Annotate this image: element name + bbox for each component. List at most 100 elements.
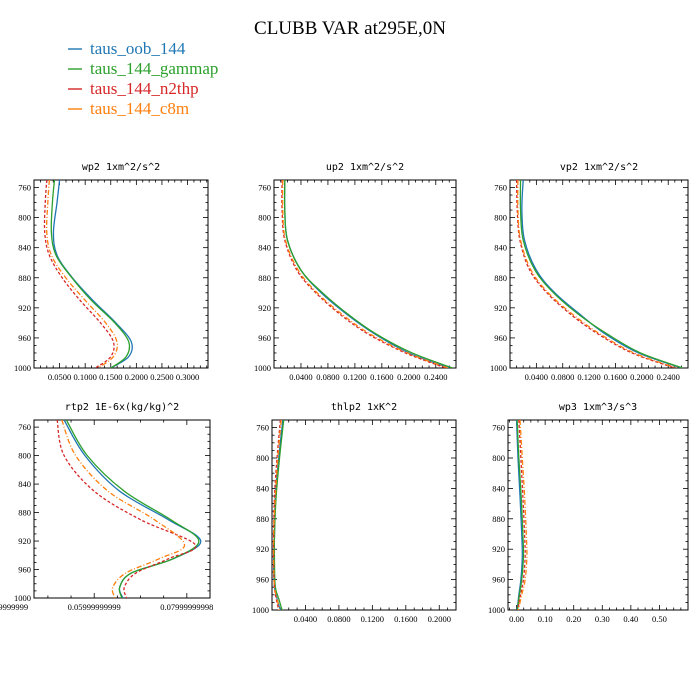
x-tick-label: 0.1600: [394, 614, 417, 624]
x-tick-label: 0.1600: [370, 372, 393, 382]
x-tick-label: 0.2000: [428, 614, 451, 624]
y-tick-label: 920: [18, 536, 31, 546]
panel-title: vp2 1xm^2/s^2: [560, 162, 638, 173]
x-tick-label: 0.2400: [657, 372, 680, 382]
series-line: [515, 180, 676, 368]
y-tick-label: 960: [492, 575, 505, 585]
y-tick-label: 960: [18, 565, 31, 575]
y-tick-label: 880: [18, 508, 31, 518]
panel-title: wp2 1xm^2/s^2: [82, 162, 160, 173]
legend-entry: taus_144_gammap: [90, 59, 218, 78]
y-tick-label: 840: [256, 483, 269, 493]
x-tick-label: 0.0400: [294, 614, 317, 624]
y-tick-label: 920: [492, 544, 505, 554]
series-line: [517, 420, 528, 610]
series-line: [50, 180, 131, 368]
y-tick-label: 960: [494, 333, 507, 343]
y-tick-label: 880: [492, 514, 505, 524]
series-line: [283, 180, 450, 368]
x-tick-label: 0.2000: [125, 372, 148, 382]
series-line: [517, 180, 678, 368]
y-tick-label: 800: [494, 213, 507, 223]
chart-panel: wp3 1xm^3/s^3 760 800 840 880 920 960 1000 0.00 0…: [488, 402, 689, 624]
x-tick-label: 0.0400: [525, 372, 548, 382]
chart-panel: rtp2 1E-6x(kg/kg)^2 760 800 840 880 920 960 100…: [0, 402, 213, 612]
y-tick-label: 920: [18, 303, 31, 313]
legend-entry: taus_oob_144: [90, 39, 186, 58]
chart-panel: wp2 1xm^2/s^2 760 800 840 880 920 960 1000 0.050…: [14, 162, 209, 382]
y-tick-label: 1000: [252, 605, 269, 615]
x-tick-label: 0.1500: [99, 372, 122, 382]
legend-entry: taus_144_n2thp: [90, 79, 199, 98]
figure-title: CLUBB VAR at295E,0N: [254, 18, 446, 39]
series-line: [517, 420, 526, 610]
panel-title: wp3 1xm^3/s^3: [559, 402, 637, 413]
x-tick-label: 0.1200: [343, 372, 366, 382]
chart-panel: vp2 1xm^2/s^2 760 800 840 880 920 960 1000 0.040…: [490, 162, 689, 382]
series-line: [521, 180, 682, 368]
y-tick-label: 880: [256, 514, 269, 524]
x-tick-label: 0.07999999998: [160, 602, 213, 612]
x-tick-label: 0.3000: [176, 372, 199, 382]
x-tick-label: 0.0800: [316, 372, 339, 382]
y-tick-label: 1000: [14, 363, 31, 373]
y-tick-label: 800: [258, 213, 271, 223]
series-line: [56, 420, 197, 598]
legend-entry: taus_144_c8m: [90, 99, 189, 118]
y-tick-label: 920: [494, 303, 507, 313]
series-line: [63, 420, 202, 598]
y-tick-label: 840: [258, 243, 271, 253]
y-tick-label: 1000: [14, 593, 31, 603]
panels: wp2 1xm^2/s^2 760 800 840 880 920 960 1000 0.050…: [0, 162, 689, 624]
y-tick-label: 1000: [490, 363, 507, 373]
series-line: [516, 420, 525, 610]
series-line: [43, 180, 115, 368]
y-tick-label: 760: [494, 183, 507, 193]
y-tick-label: 840: [18, 479, 31, 489]
x-tick-label: 0.2000: [397, 372, 420, 382]
panel-title: up2 1xm^2/s^2: [326, 162, 404, 173]
y-tick-label: 840: [492, 483, 505, 493]
series-line: [45, 180, 118, 368]
y-tick-label: 800: [18, 213, 31, 223]
plot-frame: [507, 419, 689, 611]
x-tick-label: 0.30: [595, 614, 610, 624]
y-tick-label: 880: [258, 273, 271, 283]
y-tick-label: 760: [18, 183, 31, 193]
x-tick-label: 0.1000: [73, 372, 96, 382]
legend: taus_oob_144taus_144_gammaptaus_144_n2th…: [68, 39, 218, 118]
series-line: [281, 180, 447, 368]
y-tick-label: 760: [18, 422, 31, 432]
plot-frame: [33, 179, 209, 369]
x-tick-label: 0.10: [538, 614, 553, 624]
chart-panel: thlp2 1xK^2 760 800 840 880 920 960 1000 0.0400 0…: [252, 402, 457, 624]
y-tick-label: 800: [492, 453, 505, 463]
x-tick-label: 0.0500: [48, 372, 71, 382]
panel-title: thlp2 1xK^2: [331, 402, 397, 413]
x-tick-label: 0.03999999999: [0, 602, 28, 612]
y-tick-label: 840: [18, 243, 31, 253]
plot-frame: [271, 419, 457, 611]
series-line: [52, 180, 133, 368]
x-tick-label: 0.2000: [630, 372, 653, 382]
y-tick-label: 760: [256, 423, 269, 433]
plot-frame: [273, 179, 457, 369]
x-tick-label: 0.0800: [327, 614, 350, 624]
x-tick-label: 0.1200: [577, 372, 600, 382]
x-tick-label: 0.40: [623, 614, 638, 624]
x-tick-label: 0.50: [652, 614, 667, 624]
x-tick-label: 0.20: [566, 614, 581, 624]
y-tick-label: 800: [256, 453, 269, 463]
x-tick-label: 0.2400: [424, 372, 447, 382]
y-tick-label: 920: [256, 544, 269, 554]
x-tick-label: 0.2500: [150, 372, 173, 382]
x-tick-label: 0.0400: [289, 372, 312, 382]
series-line: [283, 180, 453, 368]
y-tick-label: 1000: [488, 605, 505, 615]
x-tick-label: 0.1200: [361, 614, 384, 624]
x-tick-label: 0.05999999999: [68, 602, 121, 612]
series-line: [519, 180, 683, 368]
y-tick-label: 800: [18, 451, 31, 461]
series-line: [61, 420, 186, 598]
